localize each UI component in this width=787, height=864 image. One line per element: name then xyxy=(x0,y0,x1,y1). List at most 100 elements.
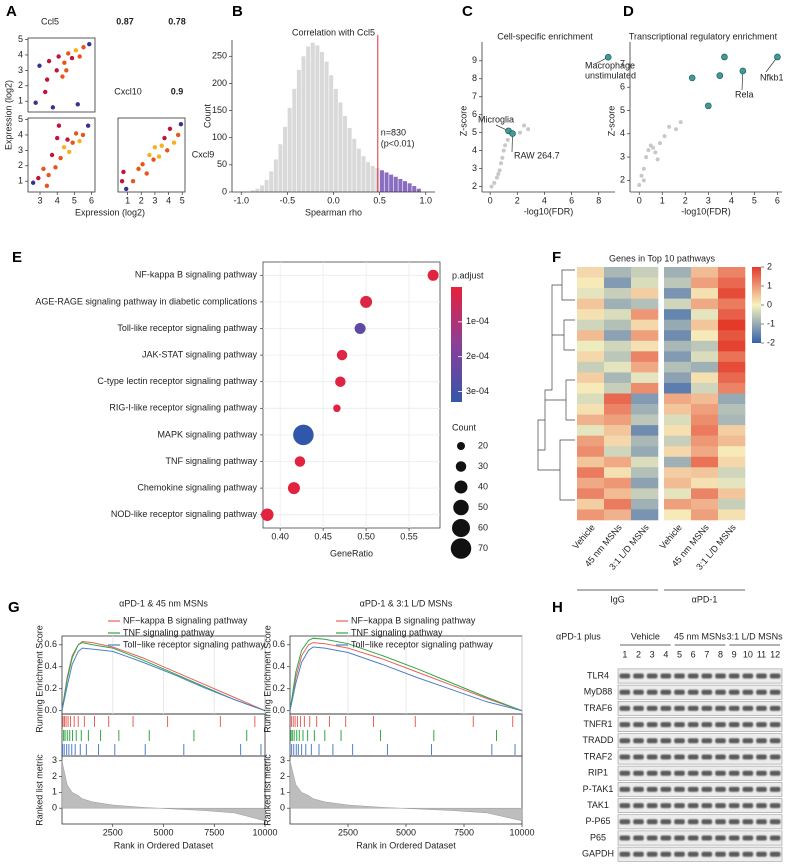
y-tick-label: 2 xyxy=(472,181,477,191)
blot-band xyxy=(660,673,672,679)
size-key-label: 30 xyxy=(478,461,488,471)
heat-cell xyxy=(718,393,746,405)
point xyxy=(77,138,82,144)
dendrogram xyxy=(537,269,575,501)
blot-band xyxy=(701,673,713,679)
point xyxy=(171,140,177,145)
column-label: Vehicle xyxy=(571,522,597,551)
x-tick-label: 0 xyxy=(637,195,642,205)
heat-cell xyxy=(577,298,605,310)
bar xyxy=(329,75,334,192)
point xyxy=(503,143,508,148)
correlation-value: 0.78 xyxy=(168,16,186,26)
heat-cell xyxy=(604,361,632,373)
blot-band xyxy=(687,819,699,825)
size-key xyxy=(455,461,467,472)
x-tick-label: 0.5 xyxy=(373,195,386,205)
panel-letter: G xyxy=(8,599,20,616)
blot-strip xyxy=(617,668,783,684)
annotation: unstimulated xyxy=(585,70,636,80)
heat-cell xyxy=(664,446,692,458)
annotation: Nfkb1 xyxy=(760,72,784,82)
pathway-label: C-type lectin receptor signaling pathway xyxy=(97,376,257,386)
metric-axis-label: Ranked list metric xyxy=(262,754,272,826)
lane-number: 5 xyxy=(677,649,682,659)
blot-strip xyxy=(617,782,783,797)
blot-band xyxy=(742,673,754,679)
y-tick-label: 8 xyxy=(472,73,477,83)
x-tick-label: 2500 xyxy=(338,827,358,837)
bar xyxy=(315,45,320,192)
blot-band xyxy=(728,786,740,792)
blot-strip xyxy=(617,701,783,716)
blot-band xyxy=(701,803,713,809)
blot-band xyxy=(756,689,767,695)
y-tick-label: 2 xyxy=(620,175,625,185)
heat-cell xyxy=(691,509,719,521)
blot-band xyxy=(674,819,685,825)
blot-band xyxy=(660,851,672,857)
y-tick-label: 7 xyxy=(620,58,625,68)
lane-number: 12 xyxy=(770,649,780,659)
heat-cell xyxy=(664,414,692,426)
bar xyxy=(398,178,403,192)
heat-cell xyxy=(577,393,605,405)
size-key-label: 40 xyxy=(478,481,488,491)
heat-cell xyxy=(691,372,719,384)
blot-band xyxy=(646,738,658,744)
x-tick-label: 0.40 xyxy=(271,531,289,541)
heat-cell xyxy=(631,288,659,299)
x-tick-label: 1 xyxy=(660,195,665,205)
blot-band xyxy=(633,754,644,760)
x-tick-label: 2 xyxy=(683,195,688,205)
point xyxy=(73,48,79,53)
heat-cell xyxy=(631,330,659,342)
heat-cell xyxy=(718,414,746,426)
legend-label: Toll−like receptor signaling pathway xyxy=(123,639,265,649)
heat-cell xyxy=(718,467,746,479)
heat-cell xyxy=(577,330,605,342)
heat-cell xyxy=(691,319,719,331)
blot-strip xyxy=(617,798,783,813)
point xyxy=(58,155,63,161)
y-axis-label: Running Enrichment Score xyxy=(262,625,272,733)
point xyxy=(65,137,70,142)
heat-cell xyxy=(631,298,659,310)
y-tick-label: 4 xyxy=(620,128,625,138)
bar xyxy=(264,180,269,192)
blot-band xyxy=(633,705,644,711)
blot-band xyxy=(687,673,699,679)
heat-cell xyxy=(718,330,746,342)
blot-band xyxy=(769,754,781,760)
blot-band xyxy=(687,770,699,776)
bar xyxy=(250,190,255,192)
point xyxy=(69,55,75,61)
highlight-point xyxy=(716,72,724,79)
heat-cell xyxy=(604,351,632,363)
pathway-label: NOD-like receptor signaling pathway xyxy=(111,509,258,519)
annotation: RAW 264.7 xyxy=(514,150,560,160)
blot-band xyxy=(633,738,644,744)
blot-band xyxy=(756,705,767,711)
size-key-label: 20 xyxy=(478,440,488,450)
colorbar-tick-label: 2 xyxy=(767,261,772,271)
point xyxy=(44,183,50,189)
heat-cell xyxy=(691,277,719,289)
heat-cell xyxy=(718,309,746,321)
blot-band xyxy=(715,705,726,711)
blot-band xyxy=(633,851,644,857)
heat-cell xyxy=(604,498,632,510)
point xyxy=(657,141,662,146)
blot-band xyxy=(646,770,658,776)
bar xyxy=(412,186,417,192)
point xyxy=(492,181,497,186)
point xyxy=(36,175,41,181)
blot-band xyxy=(769,705,781,711)
blot-band xyxy=(769,738,781,744)
heat-cell xyxy=(718,340,746,352)
blot-band xyxy=(687,705,699,711)
heat-cell xyxy=(631,404,659,415)
blot-band xyxy=(715,835,726,841)
x-tick-label: 10000 xyxy=(509,827,534,837)
legend-title: Count xyxy=(452,422,477,432)
